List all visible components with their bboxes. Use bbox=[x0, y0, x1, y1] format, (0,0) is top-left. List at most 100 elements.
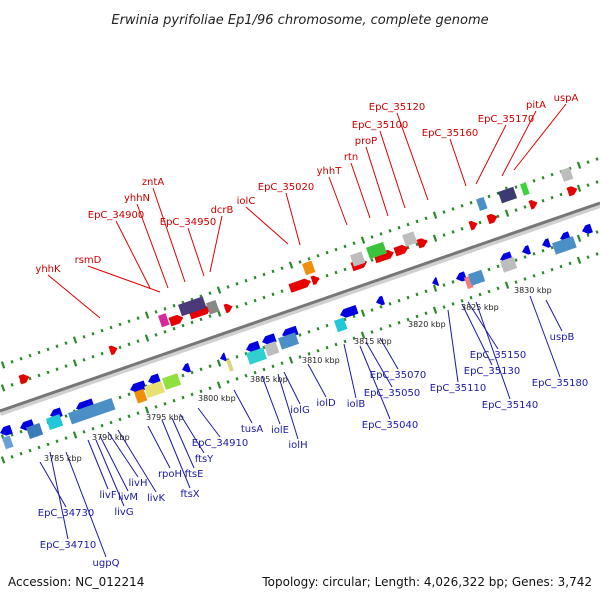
forward-gene-arrow bbox=[468, 220, 478, 231]
kbp-label: 3805 kbp bbox=[250, 375, 288, 384]
reverse-gene-arrow bbox=[432, 277, 440, 286]
gene-block bbox=[334, 317, 348, 333]
track-tick bbox=[523, 255, 527, 259]
gene-block bbox=[278, 332, 299, 350]
track-tick bbox=[199, 389, 203, 394]
track-tick bbox=[46, 442, 50, 447]
gene-block bbox=[552, 236, 577, 255]
track-tick bbox=[10, 360, 14, 364]
gene-features bbox=[0, 167, 593, 450]
track-tick bbox=[460, 204, 464, 208]
track-tick bbox=[82, 358, 86, 362]
forward-gene-arrow bbox=[18, 374, 30, 385]
track-tick bbox=[352, 336, 356, 341]
label-connector bbox=[467, 301, 499, 350]
reverse-gene-arrow bbox=[246, 340, 261, 353]
track-tick bbox=[316, 326, 320, 331]
track-tick bbox=[352, 314, 356, 319]
label-connector bbox=[379, 130, 406, 209]
track-tick bbox=[100, 423, 104, 428]
gene-label: EpC_35140 bbox=[482, 400, 538, 411]
gene-label: iolB bbox=[347, 399, 366, 410]
gene-block bbox=[158, 313, 170, 328]
label-connector bbox=[47, 274, 101, 319]
track-tick bbox=[496, 286, 500, 291]
track-tick bbox=[550, 195, 554, 200]
gene-label: EpC_35150 bbox=[470, 350, 526, 361]
track-tick bbox=[451, 230, 455, 234]
kbp-label: 3810 kbp bbox=[302, 356, 340, 365]
track-tick bbox=[262, 272, 266, 277]
track-tick bbox=[576, 234, 582, 242]
label-connector bbox=[49, 451, 69, 540]
forward-gene-arrow bbox=[223, 303, 233, 314]
track-tick bbox=[432, 306, 438, 314]
track-tick bbox=[334, 342, 338, 347]
label-connector bbox=[171, 417, 195, 469]
gene-label: EpC_35100 bbox=[352, 120, 408, 131]
track-tick bbox=[235, 355, 239, 359]
label-connector bbox=[529, 295, 561, 378]
reverse-gene-arrow bbox=[262, 333, 277, 345]
track-tick bbox=[334, 247, 338, 252]
track-tick bbox=[442, 283, 446, 287]
track-tick bbox=[469, 295, 473, 300]
gene-label: livH bbox=[129, 478, 148, 489]
label-connector bbox=[350, 162, 371, 219]
track-tick bbox=[379, 327, 383, 331]
track-tick bbox=[0, 384, 6, 392]
gene-block bbox=[46, 414, 64, 431]
track-tick bbox=[504, 281, 510, 289]
label-connector bbox=[87, 439, 109, 490]
gene-label: iolD bbox=[316, 398, 336, 409]
label-connector bbox=[359, 345, 391, 420]
track-tick bbox=[208, 386, 212, 390]
gene-block bbox=[520, 182, 530, 196]
track-tick bbox=[370, 330, 374, 334]
track-tick bbox=[235, 305, 239, 309]
gene-label: EpC_35120 bbox=[369, 102, 425, 113]
track-tick bbox=[208, 314, 212, 318]
track-tick bbox=[64, 436, 68, 440]
backbone-shadow bbox=[0, 202, 600, 416]
track-tick bbox=[432, 211, 438, 219]
track-tick bbox=[172, 398, 176, 403]
gene-label: rsmD bbox=[75, 255, 102, 266]
track-tick bbox=[244, 301, 248, 306]
track-tick bbox=[72, 359, 78, 367]
label-connector bbox=[95, 439, 125, 507]
gene-block bbox=[402, 231, 418, 247]
track-tick bbox=[576, 161, 582, 169]
track-tick bbox=[424, 311, 428, 316]
gene-label: livG bbox=[114, 507, 133, 518]
track-tick bbox=[406, 317, 410, 322]
gene-label: EpC_35170 bbox=[478, 114, 534, 125]
gene-block bbox=[26, 423, 44, 439]
track-tick bbox=[487, 289, 491, 294]
kbp-label: 3800 kbp bbox=[198, 394, 236, 403]
track-tick bbox=[442, 305, 446, 309]
reverse-gene-arrow bbox=[522, 245, 532, 255]
track-tick bbox=[298, 333, 302, 337]
track-tick bbox=[307, 257, 311, 261]
gene-block bbox=[246, 347, 267, 365]
track-tick bbox=[460, 227, 464, 231]
track-tick bbox=[504, 209, 510, 217]
gene-block bbox=[68, 397, 116, 425]
track-tick bbox=[343, 267, 347, 272]
track-tick bbox=[0, 456, 6, 464]
reverse-gene-arrow bbox=[376, 295, 386, 306]
label-connector bbox=[545, 299, 563, 332]
label-connector bbox=[365, 146, 389, 217]
track-tick bbox=[388, 302, 392, 306]
forward-gene-arrow bbox=[288, 278, 311, 293]
gene-block bbox=[500, 256, 518, 273]
gene-label: EpC_35180 bbox=[532, 378, 588, 389]
label-connector bbox=[152, 187, 186, 283]
track-tick bbox=[208, 291, 212, 295]
gene-label: ftsX bbox=[180, 489, 199, 500]
track-tick bbox=[469, 200, 473, 205]
track-tick bbox=[370, 235, 374, 239]
reverse-gene-arrow bbox=[148, 373, 161, 385]
gene-label: EpC_34910 bbox=[192, 438, 248, 449]
